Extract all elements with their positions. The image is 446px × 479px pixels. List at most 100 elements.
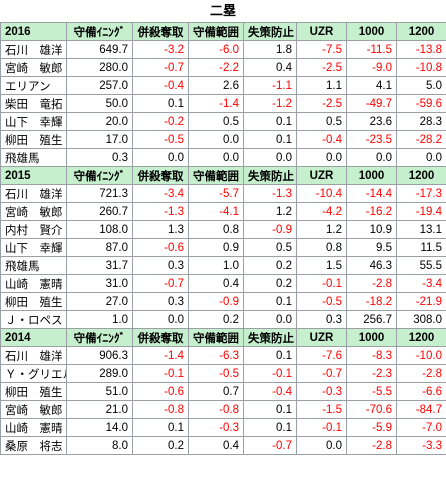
stat-value: 0.1 (243, 418, 297, 437)
stat-value: 0.0 (188, 148, 244, 167)
column-header: 守備ｲﾆﾝｸﾞ (66, 22, 133, 41)
column-header: 失策防止 (243, 166, 297, 185)
stat-value: 1.0 (188, 256, 244, 275)
table-row: 山下 幸輝 87.0 -0.6 0.9 0.5 0.8 9.5 11.5 (0, 238, 446, 257)
stat-value: 108.0 (66, 220, 133, 239)
stat-value: 17.0 (66, 130, 133, 149)
stat-value: -1.4 (188, 94, 244, 113)
stat-value: -10.4 (296, 184, 347, 203)
stat-value: -7.6 (296, 346, 347, 365)
stat-value: -10.8 (396, 58, 446, 77)
table-row: Ｊ・ロペス 1.0 0.0 0.2 0.0 0.3 256.7 308.0 (0, 310, 446, 329)
table-row: 柳田 殖生 51.0 -0.6 0.7 -0.4 -0.3 -5.5 -6.6 (0, 382, 446, 401)
stat-value: -11.5 (346, 40, 397, 59)
stat-value: -6.3 (188, 346, 244, 365)
player-name: エリアン (0, 76, 67, 95)
stat-value: -2.5 (296, 94, 347, 113)
stat-value: -7.0 (396, 418, 446, 437)
column-header: 併殺奪取 (132, 22, 189, 41)
year-label: 2015 (0, 166, 67, 185)
table-row: 内村 賢介 108.0 1.3 0.8 -0.9 1.2 10.9 13.1 (0, 220, 446, 239)
player-name: 山下 幸輝 (0, 112, 67, 131)
stat-value: -2.8 (346, 436, 397, 455)
stat-value: 87.0 (66, 238, 133, 257)
stat-value: -28.2 (396, 130, 446, 149)
stat-value: -0.9 (243, 220, 297, 239)
column-header: 1000 (346, 22, 397, 41)
stat-value: -5.5 (346, 382, 397, 401)
stat-value: -84.7 (396, 400, 446, 419)
stat-value: -10.0 (396, 346, 446, 365)
stat-value: 308.0 (396, 310, 446, 329)
stat-value: 51.0 (66, 382, 133, 401)
stat-value: 0.5 (188, 112, 244, 131)
stat-value: 0.2 (243, 274, 297, 293)
stat-value: -8.3 (346, 346, 397, 365)
stat-value: 5.0 (396, 76, 446, 95)
stat-value: 0.0 (346, 148, 397, 167)
stat-value: 1.1 (296, 76, 347, 95)
stat-value: 20.0 (66, 112, 133, 131)
stat-value: -0.6 (132, 382, 189, 401)
stat-value: 8.0 (66, 436, 133, 455)
stat-value: 23.6 (346, 112, 397, 131)
stat-value: -3.3 (396, 436, 446, 455)
year-label: 2016 (0, 22, 67, 41)
stat-value: 9.5 (346, 238, 397, 257)
stat-value: -18.2 (346, 292, 397, 311)
stat-value: -2.8 (346, 274, 397, 293)
player-name: 柳田 殖生 (0, 292, 67, 311)
stat-value: -2.8 (396, 364, 446, 383)
stat-value: -1.1 (243, 76, 297, 95)
stat-value: -1.3 (132, 202, 189, 221)
stat-value: -3.4 (132, 184, 189, 203)
stat-value: -0.3 (296, 382, 347, 401)
stat-value: 0.1 (243, 292, 297, 311)
table-row: 宮崎 敏郎 260.7 -1.3 -4.1 1.2 -4.2 -16.2 -19.4 (0, 202, 446, 221)
stat-value: -3.2 (132, 40, 189, 59)
player-name: 山崎 憲晴 (0, 418, 67, 437)
stat-value: 0.0 (296, 436, 347, 455)
column-header: 1200 (396, 328, 446, 347)
section-header-row: 2016 守備ｲﾆﾝｸﾞ 併殺奪取 守備範囲 失策防止 UZR 1000 1200 (0, 22, 446, 41)
sheet-title: 二塁 (209, 3, 236, 18)
stat-value: -0.8 (132, 400, 189, 419)
stat-value: -9.0 (346, 58, 397, 77)
player-name: 石川 雄洋 (0, 40, 67, 59)
column-header: 守備範囲 (188, 166, 244, 185)
stat-value: 1.3 (132, 220, 189, 239)
stat-value: -19.4 (396, 202, 446, 221)
stat-value: 0.0 (188, 130, 244, 149)
stats-table: 2016 守備ｲﾆﾝｸﾞ 併殺奪取 守備範囲 失策防止 UZR 1000 1200 石川 雄洋 6… (0, 22, 446, 455)
stat-value: -4.2 (296, 202, 347, 221)
stat-value: 0.0 (296, 148, 347, 167)
player-name: 柳田 殖生 (0, 130, 67, 149)
stat-value: -1.5 (296, 400, 347, 419)
column-header: UZR (296, 22, 347, 41)
stat-value: 721.3 (66, 184, 133, 203)
stat-value: -0.7 (243, 436, 297, 455)
column-header: 失策防止 (243, 22, 297, 41)
player-name: 宮崎 敏郎 (0, 202, 67, 221)
stat-value: 906.3 (66, 346, 133, 365)
stat-value: 11.5 (396, 238, 446, 257)
stat-value: 0.3 (132, 256, 189, 275)
stat-value: 2.6 (188, 76, 244, 95)
stat-value: 1.0 (66, 310, 133, 329)
player-name: 飛雄馬 (0, 148, 67, 167)
stat-value: -1.2 (243, 94, 297, 113)
player-name: 山崎 憲晴 (0, 274, 67, 293)
stat-value: -0.5 (188, 364, 244, 383)
section-header-row: 2014 守備ｲﾆﾝｸﾞ 併殺奪取 守備範囲 失策防止 UZR 1000 1200 (0, 328, 446, 347)
stat-value: -0.2 (132, 112, 189, 131)
stat-value: -59.6 (396, 94, 446, 113)
column-header: 1000 (346, 328, 397, 347)
stat-value: 50.0 (66, 94, 133, 113)
table-row: 柳田 殖生 27.0 0.3 -0.9 0.1 -0.5 -18.2 -21.9 (0, 292, 446, 311)
column-header: 併殺奪取 (132, 166, 189, 185)
stat-value: 0.3 (296, 310, 347, 329)
stat-value: -0.6 (132, 238, 189, 257)
stat-value: 46.3 (346, 256, 397, 275)
stat-value: -0.7 (132, 58, 189, 77)
